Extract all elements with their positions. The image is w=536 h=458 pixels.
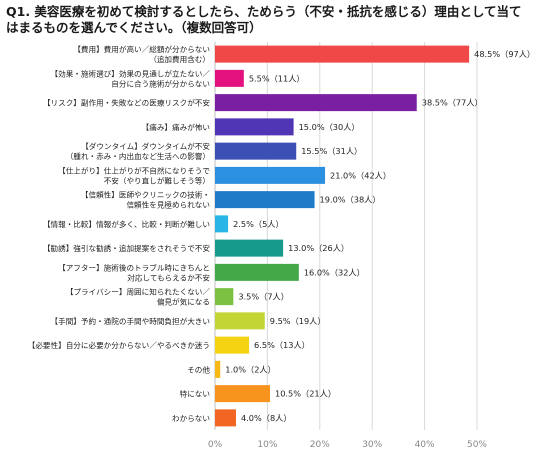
category-label: 【アフター】施術後のトラブル時にきちんと対応してもらえるか不安 (58, 262, 210, 282)
data-label: 38.5%（77人） (422, 98, 483, 108)
data-label: 10.5%（21人） (275, 389, 336, 399)
category-label: 【プライバシー】周囲に知られたくない／偏見が気になる (66, 287, 211, 307)
bar (215, 385, 271, 403)
bar (215, 336, 250, 354)
bar (215, 94, 417, 112)
category-label: 【痛み】痛みが怖い (142, 122, 210, 132)
bar (215, 142, 297, 160)
category-label: 【仕上がり】仕上がりが不自然になりそうで不安（やり直しが難しそう等） (58, 165, 210, 185)
category-label: 【勧誘】強引な勧誘・追加提案をされそうで不安 (43, 243, 210, 253)
data-label: 1.0%（2人） (225, 364, 276, 374)
data-label: 5.5%（11人） (249, 73, 305, 83)
bar (215, 118, 294, 136)
x-tick-label: 40% (415, 440, 435, 450)
category-label: 【費用】費用が高い／総額が分からない（追加費用含む） (73, 44, 210, 64)
data-label: 13.0%（26人） (288, 243, 349, 253)
bars (215, 45, 470, 427)
data-label: 4.0%（8人） (241, 413, 292, 423)
category-label: 特にない (180, 389, 210, 399)
x-tick-labels: 0% 10% 20% 30% 40% 50% (208, 440, 488, 450)
x-tick-label: 20% (310, 440, 330, 450)
data-labels: 48.5%（97人） 5.5%（11人） 38.5%（77人） 15.0%（30人） 1… (225, 49, 535, 423)
category-label: 【ダウンタイム】ダウンタイムが不安（腫れ・赤み・内出血など生活への影響） (66, 141, 211, 161)
data-label: 19.0%（38人） (320, 195, 381, 205)
data-label: 9.5%（19人） (270, 316, 326, 326)
bar (215, 215, 229, 233)
category-label: 【信頼性】医師やクリニックの技術・信頼性を見極められない (81, 190, 210, 210)
x-tick-label: 0% (208, 440, 223, 450)
data-label: 21.0%（42人） (330, 170, 391, 180)
bar (215, 409, 236, 427)
x-tick-label: 10% (257, 440, 277, 450)
category-label: 【必要性】自分に必要か分からない／やるべきか迷う (28, 340, 210, 350)
data-label: 15.5%（31人） (301, 146, 362, 156)
bar (215, 191, 315, 209)
category-labels: 【費用】費用が高い／総額が分からない（追加費用含む） 【効果・施術選び】効果の見通… (28, 44, 211, 423)
x-tick-label: 50% (467, 440, 487, 450)
data-label: 3.5%（7人） (238, 292, 289, 302)
chart-title: Q1. 美容医療を初めて検討するとしたら、ためらう（不安・抵抗を感じる）理由とし… (6, 4, 522, 35)
x-tick-label: 30% (362, 440, 382, 450)
category-label: その他 (187, 364, 210, 374)
data-label: 2.5%（5人） (233, 219, 284, 229)
data-label: 6.5%（13人） (254, 340, 310, 350)
category-label: 【リスク】副作用・失敗などの医療リスクが不安 (43, 98, 210, 108)
category-label: わからない (172, 414, 210, 423)
category-label: 【手間】予約・通院の手間や時間負担が大きい (51, 316, 210, 326)
data-label: 15.0%（30人） (299, 122, 360, 132)
bar (215, 263, 299, 281)
bar (215, 239, 284, 257)
bar (215, 69, 244, 87)
bar (215, 166, 326, 184)
bar (215, 45, 470, 63)
category-label: 【情報・比較】情報が多く、比較・判断が難しい (43, 219, 210, 229)
bar (215, 312, 265, 330)
data-label: 16.0%（32人） (304, 267, 365, 277)
bar (215, 360, 221, 378)
category-label: 【効果・施術選び】効果の見通しが立たない／自分に合う施術が分からない (51, 68, 211, 88)
bar (215, 288, 234, 306)
data-label: 48.5%（97人） (474, 49, 535, 59)
